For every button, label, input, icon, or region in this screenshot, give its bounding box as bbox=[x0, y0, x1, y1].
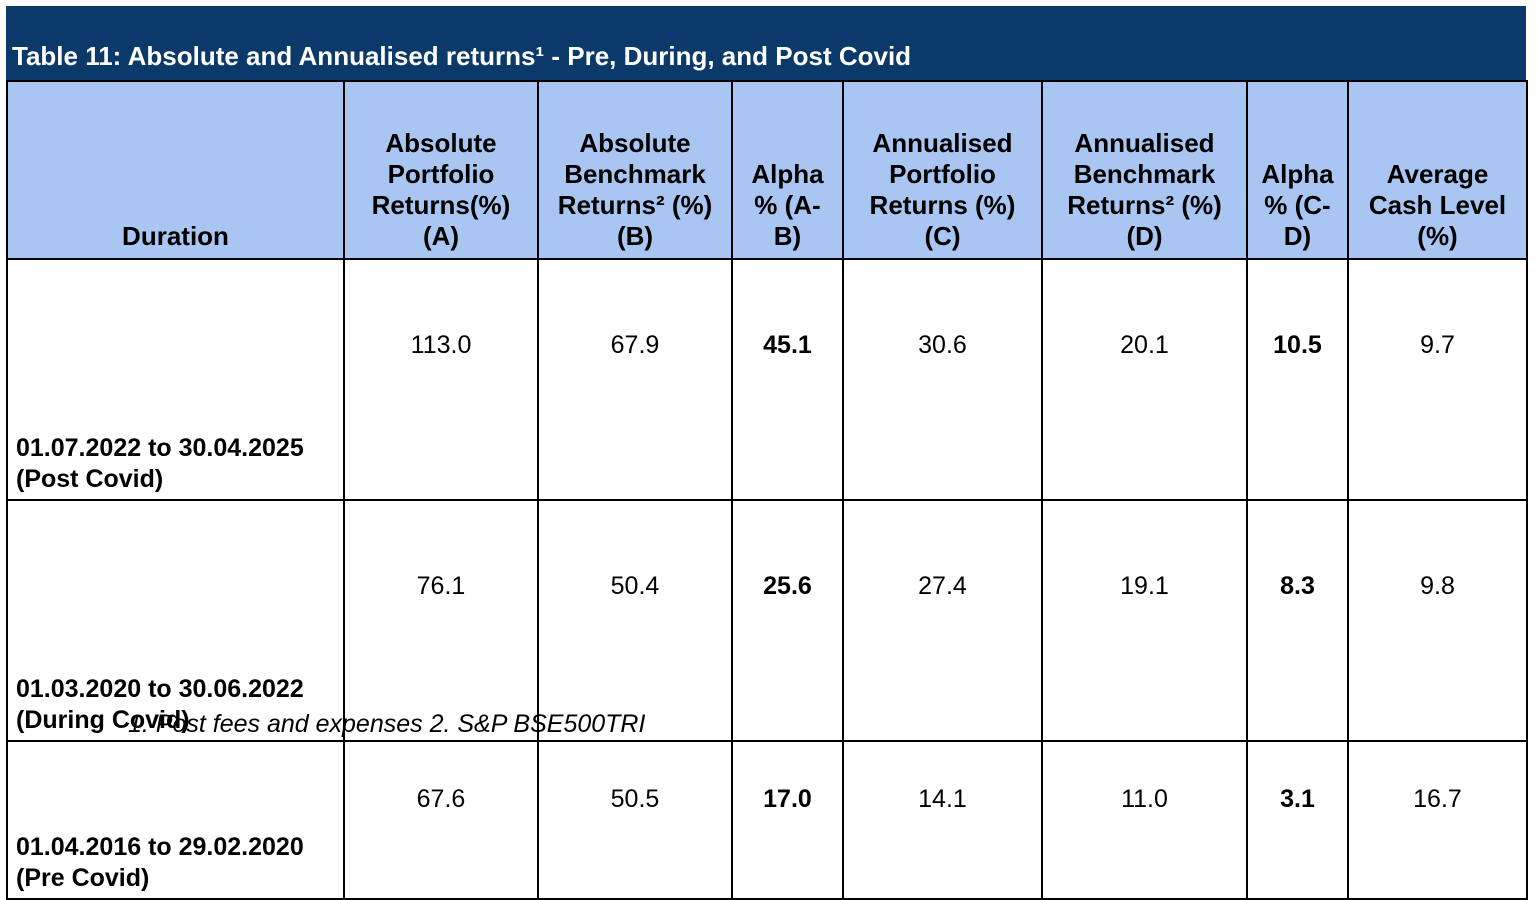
duration-range: 01.03.2020 to 30.06.2022 bbox=[16, 675, 304, 703]
absolute-benchmark-returns-cell: 50.5 bbox=[537, 740, 733, 900]
alpha-a-b-cell: 17.0 bbox=[731, 740, 844, 900]
returns-table: Duration Absolute Portfolio Returns(%) (… bbox=[6, 80, 1528, 900]
alpha-c-d-cell: 8.3 bbox=[1246, 499, 1349, 742]
header-line: (B) bbox=[616, 221, 654, 251]
header-line: B) bbox=[773, 221, 802, 251]
returns-table-container: Table 11: Absolute and Annualised return… bbox=[6, 6, 1528, 900]
header-alpha-a-b: Alpha % (A- B) bbox=[731, 80, 844, 260]
absolute-portfolio-returns-cell: 76.1 bbox=[343, 499, 539, 742]
duration-cell: 01.03.2020 to 30.06.2022 (During Covid) bbox=[6, 499, 345, 742]
average-cash-level-cell: 9.8 bbox=[1347, 499, 1528, 742]
average-cash-level-cell: 9.7 bbox=[1347, 258, 1528, 501]
header-line: Alpha bbox=[1261, 159, 1334, 189]
annualised-benchmark-returns-cell: 20.1 bbox=[1041, 258, 1248, 501]
table-row: 01.07.2022 to 30.04.2025 (Post Covid) 11… bbox=[6, 258, 1528, 501]
annualised-portfolio-returns-cell: 14.1 bbox=[842, 740, 1043, 900]
header-alpha-c-d: Alpha % (C- D) bbox=[1246, 80, 1349, 260]
header-line: Portfolio bbox=[889, 159, 996, 189]
header-annualised-benchmark-returns: Annualised Benchmark Returns² (%) (D) bbox=[1041, 80, 1248, 260]
annualised-portfolio-returns-cell: 30.6 bbox=[842, 258, 1043, 501]
duration-range: 01.04.2016 to 29.02.2020 bbox=[16, 833, 304, 861]
absolute-benchmark-returns-cell: 67.9 bbox=[537, 258, 733, 501]
duration-cell: 01.07.2022 to 30.04.2025 (Post Covid) bbox=[6, 258, 345, 501]
header-line: Duration bbox=[122, 221, 229, 251]
header-line: % (A- bbox=[754, 190, 821, 220]
header-line: Absolute bbox=[579, 128, 691, 158]
header-row: Duration Absolute Portfolio Returns(%) (… bbox=[6, 80, 1528, 260]
alpha-a-b-cell: 45.1 bbox=[731, 258, 844, 501]
header-line: Absolute bbox=[385, 128, 497, 158]
duration-period: (Post Covid) bbox=[16, 465, 164, 493]
alpha-c-d-cell: 10.5 bbox=[1246, 258, 1349, 501]
header-absolute-benchmark-returns: Absolute Benchmark Returns² (%) (B) bbox=[537, 80, 733, 260]
header-line: Average bbox=[1386, 159, 1489, 189]
absolute-benchmark-returns-cell: 50.4 bbox=[537, 499, 733, 742]
header-line: D) bbox=[1283, 221, 1312, 251]
annualised-portfolio-returns-cell: 27.4 bbox=[842, 499, 1043, 742]
absolute-portfolio-returns-cell: 67.6 bbox=[343, 740, 539, 900]
header-line: Cash Level bbox=[1368, 190, 1507, 220]
header-line: Returns (%) bbox=[869, 190, 1016, 220]
duration-cell: 01.04.2016 to 29.02.2020 (Pre Covid) bbox=[6, 740, 345, 900]
header-line: Portfolio bbox=[387, 159, 495, 189]
header-line: Benchmark bbox=[564, 159, 706, 189]
table-footnote: 1. Post fees and expenses 2. S&P BSE500T… bbox=[128, 710, 646, 738]
table-row: 01.03.2020 to 30.06.2022 (During Covid) … bbox=[6, 499, 1528, 742]
header-average-cash-level: Average Cash Level (%) bbox=[1347, 80, 1528, 260]
annualised-benchmark-returns-cell: 11.0 bbox=[1041, 740, 1248, 900]
duration-range: 01.07.2022 to 30.04.2025 bbox=[16, 434, 304, 462]
header-absolute-portfolio-returns: Absolute Portfolio Returns(%) (A) bbox=[343, 80, 539, 260]
header-line: (%) bbox=[1417, 221, 1458, 251]
header-line: Benchmark bbox=[1073, 159, 1216, 189]
table-row: 01.04.2016 to 29.02.2020 (Pre Covid) 67.… bbox=[6, 740, 1528, 900]
header-line: (A) bbox=[422, 221, 460, 251]
header-line: Returns² (%) bbox=[1067, 190, 1222, 220]
table-title-bar: Table 11: Absolute and Annualised return… bbox=[6, 6, 1526, 80]
annualised-benchmark-returns-cell: 19.1 bbox=[1041, 499, 1248, 742]
alpha-a-b-cell: 25.6 bbox=[731, 499, 844, 742]
header-line: Alpha bbox=[751, 159, 824, 189]
header-line: Returns(%) bbox=[371, 190, 511, 220]
header-line: (D) bbox=[1126, 221, 1163, 251]
header-line: Annualised bbox=[872, 128, 1013, 158]
header-line: (C) bbox=[924, 221, 961, 251]
duration-period: (Pre Covid) bbox=[16, 864, 150, 892]
alpha-c-d-cell: 3.1 bbox=[1246, 740, 1349, 900]
header-annualised-portfolio-returns: Annualised Portfolio Returns (%) (C) bbox=[842, 80, 1043, 260]
header-line: Returns² (%) bbox=[557, 190, 713, 220]
header-line: Annualised bbox=[1074, 128, 1215, 158]
header-line: % (C- bbox=[1264, 190, 1331, 220]
duration-period: (During Covid) bbox=[16, 706, 190, 734]
absolute-portfolio-returns-cell: 113.0 bbox=[343, 258, 539, 501]
table-title: Table 11: Absolute and Annualised return… bbox=[12, 41, 912, 71]
header-duration: Duration bbox=[6, 80, 345, 260]
average-cash-level-cell: 16.7 bbox=[1347, 740, 1528, 900]
